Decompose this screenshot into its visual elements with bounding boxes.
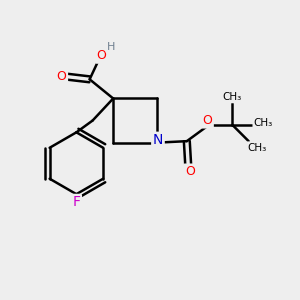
Text: O: O [202, 114, 212, 127]
Text: N: N [153, 133, 163, 147]
Text: CH₃: CH₃ [254, 118, 273, 128]
Text: CH₃: CH₃ [223, 92, 242, 102]
Text: O: O [57, 70, 67, 83]
Text: CH₃: CH₃ [248, 142, 267, 153]
Text: O: O [185, 165, 195, 178]
Text: H: H [107, 42, 115, 52]
Text: O: O [97, 49, 106, 62]
Text: F: F [72, 195, 80, 209]
